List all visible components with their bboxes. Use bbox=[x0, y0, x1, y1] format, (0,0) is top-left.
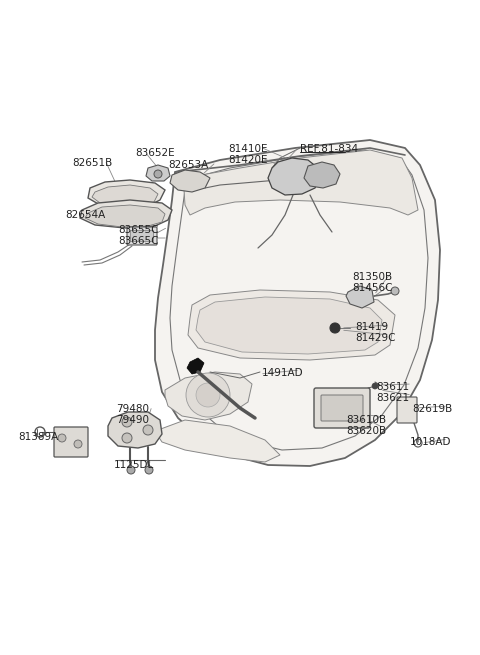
Polygon shape bbox=[346, 286, 374, 308]
Polygon shape bbox=[80, 200, 172, 228]
Text: 1491AD: 1491AD bbox=[262, 368, 304, 378]
Circle shape bbox=[196, 383, 220, 407]
Circle shape bbox=[143, 425, 153, 435]
Text: 1018AD: 1018AD bbox=[410, 437, 452, 447]
Text: 81410E: 81410E bbox=[228, 144, 267, 154]
Circle shape bbox=[122, 433, 132, 443]
Polygon shape bbox=[146, 165, 170, 181]
Polygon shape bbox=[165, 372, 252, 420]
Text: 82654A: 82654A bbox=[65, 210, 105, 220]
Circle shape bbox=[122, 417, 132, 427]
Text: 82653A: 82653A bbox=[168, 160, 208, 170]
Circle shape bbox=[145, 466, 153, 474]
Text: 1125DL: 1125DL bbox=[114, 460, 154, 470]
Text: 83652E: 83652E bbox=[135, 148, 175, 158]
Polygon shape bbox=[184, 150, 418, 215]
Polygon shape bbox=[108, 412, 162, 448]
Polygon shape bbox=[158, 420, 280, 462]
Circle shape bbox=[186, 373, 230, 417]
Text: 83665C: 83665C bbox=[118, 236, 158, 246]
Text: 82619B: 82619B bbox=[412, 404, 452, 414]
Text: 81456C: 81456C bbox=[352, 283, 393, 293]
FancyBboxPatch shape bbox=[321, 395, 363, 421]
Text: 83610B: 83610B bbox=[346, 415, 386, 425]
Text: 81429C: 81429C bbox=[355, 333, 396, 343]
Circle shape bbox=[74, 440, 82, 448]
Circle shape bbox=[127, 466, 135, 474]
Text: 81350B: 81350B bbox=[352, 272, 392, 282]
Polygon shape bbox=[268, 158, 320, 195]
Text: 81420E: 81420E bbox=[228, 155, 267, 165]
Text: 81419: 81419 bbox=[355, 322, 388, 332]
Text: 83655C: 83655C bbox=[118, 225, 158, 235]
Circle shape bbox=[372, 383, 378, 389]
Circle shape bbox=[154, 170, 162, 178]
Text: 79480: 79480 bbox=[116, 404, 149, 414]
Text: 83621: 83621 bbox=[376, 393, 409, 403]
Polygon shape bbox=[304, 162, 340, 188]
Polygon shape bbox=[196, 297, 382, 354]
Circle shape bbox=[391, 287, 399, 295]
FancyBboxPatch shape bbox=[54, 427, 88, 457]
FancyBboxPatch shape bbox=[127, 227, 157, 245]
Circle shape bbox=[330, 323, 340, 333]
Polygon shape bbox=[170, 170, 210, 192]
Text: 81389A: 81389A bbox=[18, 432, 58, 442]
Polygon shape bbox=[88, 180, 165, 208]
Text: 82651B: 82651B bbox=[72, 158, 112, 168]
FancyBboxPatch shape bbox=[131, 231, 154, 242]
Text: 83611: 83611 bbox=[376, 382, 409, 392]
Text: 79490: 79490 bbox=[116, 415, 149, 425]
Text: REF.81-834: REF.81-834 bbox=[300, 144, 358, 154]
Polygon shape bbox=[188, 290, 395, 360]
Text: 83620B: 83620B bbox=[346, 426, 386, 436]
FancyBboxPatch shape bbox=[314, 388, 370, 428]
Circle shape bbox=[58, 434, 66, 442]
Polygon shape bbox=[187, 358, 204, 374]
Polygon shape bbox=[85, 205, 165, 227]
Polygon shape bbox=[155, 140, 440, 466]
FancyBboxPatch shape bbox=[397, 397, 417, 423]
Polygon shape bbox=[92, 185, 158, 207]
